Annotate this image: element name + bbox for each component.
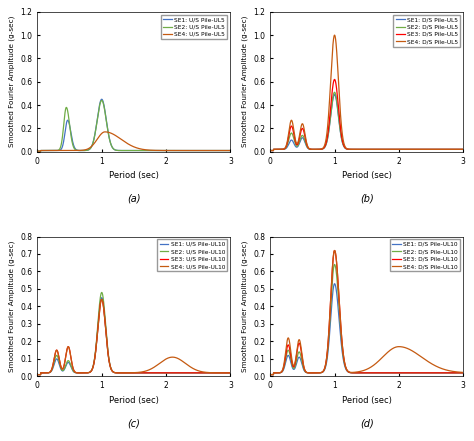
Y-axis label: Smoothed Fourier Amplitude (g-sec): Smoothed Fourier Amplitude (g-sec)	[9, 16, 15, 147]
Text: (d): (d)	[360, 419, 374, 428]
X-axis label: Period (sec): Period (sec)	[109, 396, 159, 405]
Legend: SE1: D/S Pile-UL10, SE2: D/S Pile-UL10, SE3: D/S Pile-UL10, SE4: D/S Pile-UL10: SE1: D/S Pile-UL10, SE2: D/S Pile-UL10, …	[390, 239, 460, 271]
Text: (a): (a)	[127, 194, 141, 204]
X-axis label: Period (sec): Period (sec)	[342, 171, 392, 180]
Y-axis label: Smoothed Fourier Amplitude (g-sec): Smoothed Fourier Amplitude (g-sec)	[9, 241, 15, 372]
Legend: SE1: U/S Pile-UL10, SE2: U/S Pile-UL10, SE3: U/S Pile-UL10, SE4: U/S Pile-UL10: SE1: U/S Pile-UL10, SE2: U/S Pile-UL10, …	[157, 239, 228, 271]
X-axis label: Period (sec): Period (sec)	[342, 396, 392, 405]
Text: (c): (c)	[128, 419, 140, 428]
Y-axis label: Smoothed Fourier Amplitude (g-sec): Smoothed Fourier Amplitude (g-sec)	[241, 16, 248, 147]
Y-axis label: Smoothed Fourier Amplitude (g-sec): Smoothed Fourier Amplitude (g-sec)	[241, 241, 248, 372]
X-axis label: Period (sec): Period (sec)	[109, 171, 159, 180]
Legend: SE1: U/S Pile-UL5, SE2: U/S Pile-UL5, SE4: U/S Pile-UL5: SE1: U/S Pile-UL5, SE2: U/S Pile-UL5, SE…	[161, 15, 228, 39]
Text: (b): (b)	[360, 194, 374, 204]
Legend: SE1: D/S Pile-UL5, SE2: D/S Pile-UL5, SE3: D/S Pile-UL5, SE4: D/S Pile-UL5: SE1: D/S Pile-UL5, SE2: D/S Pile-UL5, SE…	[393, 15, 460, 47]
